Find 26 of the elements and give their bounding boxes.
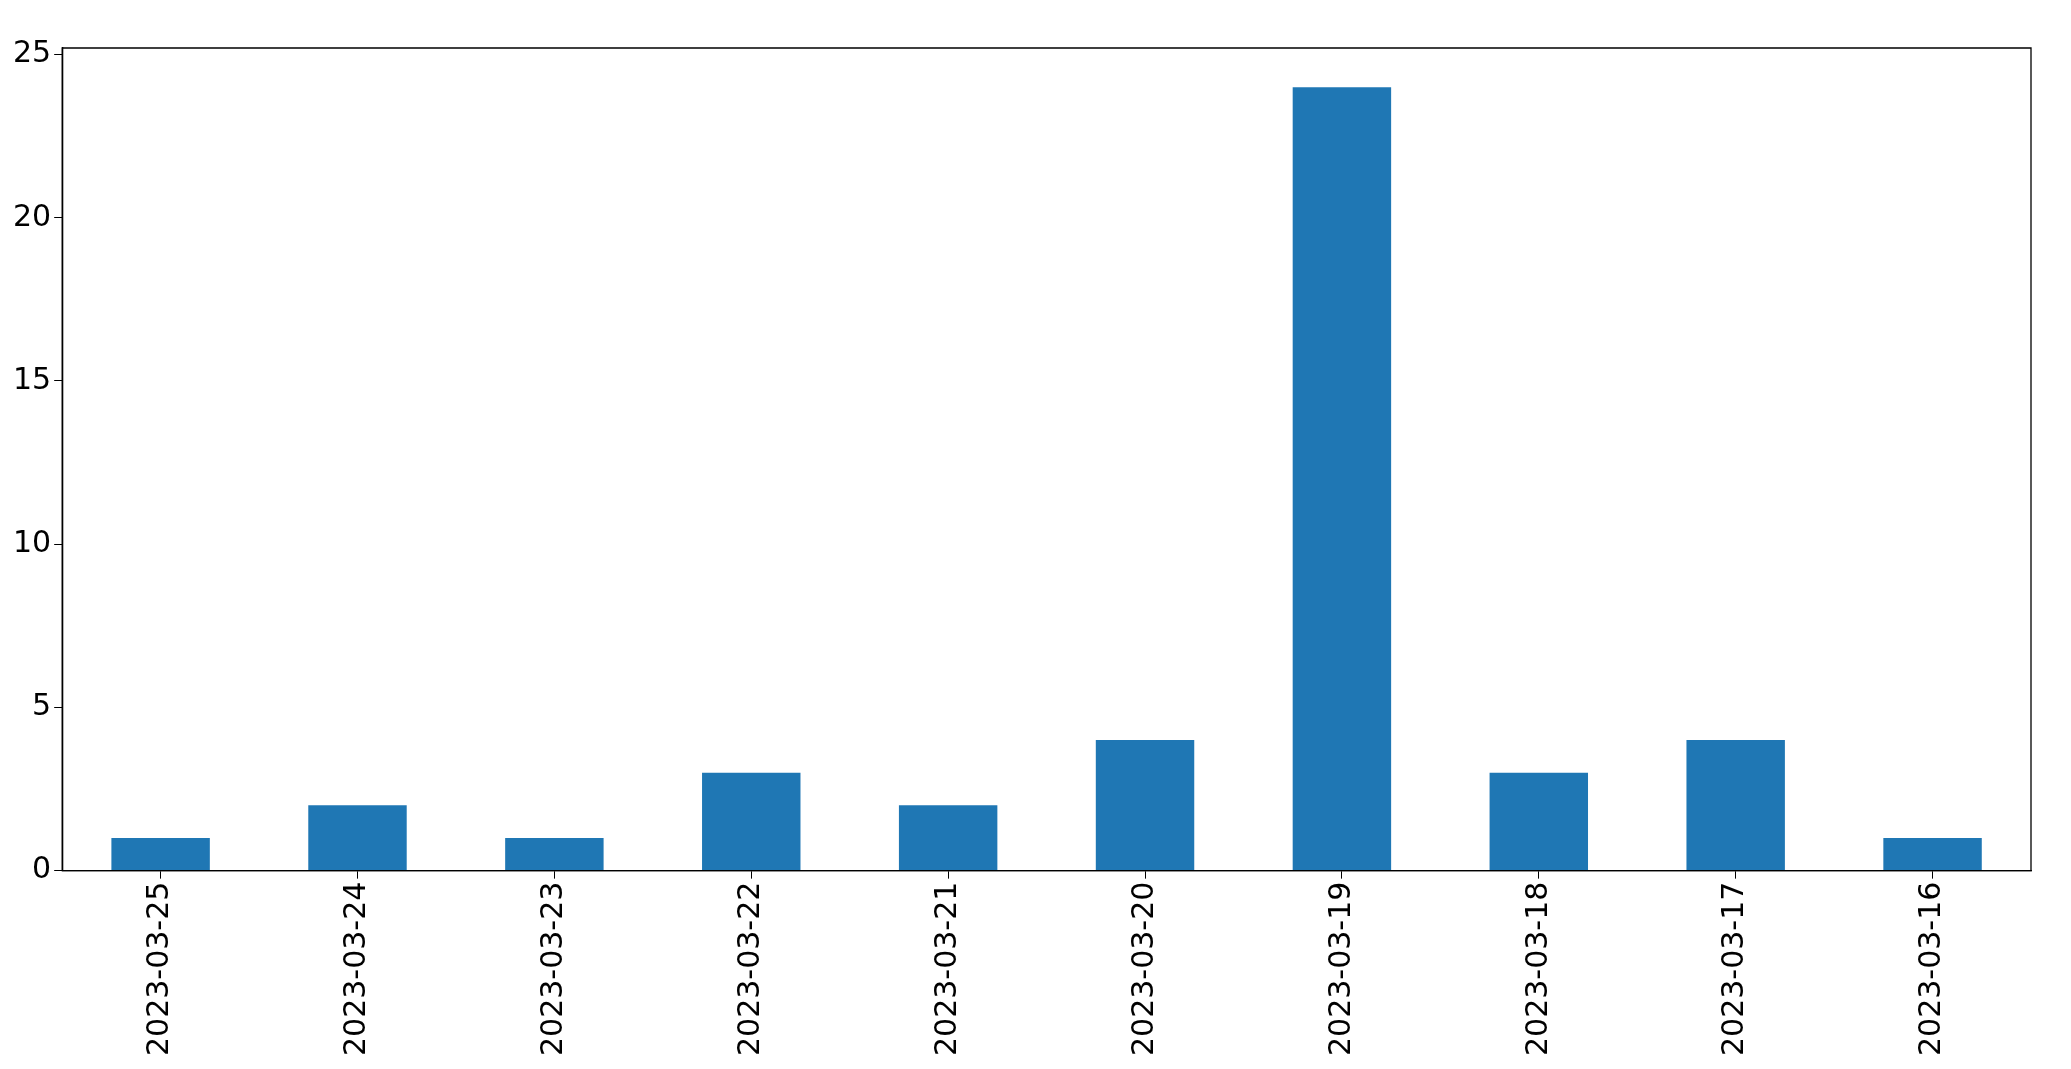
- x-tick-label: 2023-03-24: [337, 881, 373, 1057]
- x-tick-label: 2023-03-23: [534, 881, 570, 1057]
- bar: [898, 805, 998, 871]
- x-tick-label: 2023-03-19: [1321, 881, 1357, 1057]
- bar: [1489, 772, 1589, 871]
- bar: [702, 772, 801, 871]
- x-tick-label: 2023-03-22: [731, 881, 767, 1057]
- y-tick-label: 20: [12, 197, 52, 233]
- x-tick-label: 2023-03-25: [140, 881, 176, 1057]
- bar: [1883, 838, 1982, 871]
- x-tick-label: 2023-03-20: [1124, 881, 1160, 1057]
- y-tick-label: 15: [12, 360, 52, 396]
- bar: [308, 805, 407, 871]
- bar: [1292, 87, 1392, 871]
- bar: [1095, 740, 1195, 871]
- bar: [505, 838, 604, 871]
- x-tick-label: 2023-03-21: [927, 881, 963, 1057]
- y-tick-label: 0: [32, 850, 52, 886]
- y-tick-label: 25: [12, 34, 52, 70]
- bar: [1686, 740, 1785, 871]
- y-tick-label: 10: [12, 524, 52, 559]
- y-tick-label: 5: [32, 687, 52, 723]
- x-tick-label: 2023-03-16: [1912, 881, 1948, 1057]
- x-tick-label: 2023-03-17: [1715, 881, 1751, 1057]
- x-tick-label: 2023-03-18: [1518, 881, 1554, 1057]
- bar: [111, 838, 210, 871]
